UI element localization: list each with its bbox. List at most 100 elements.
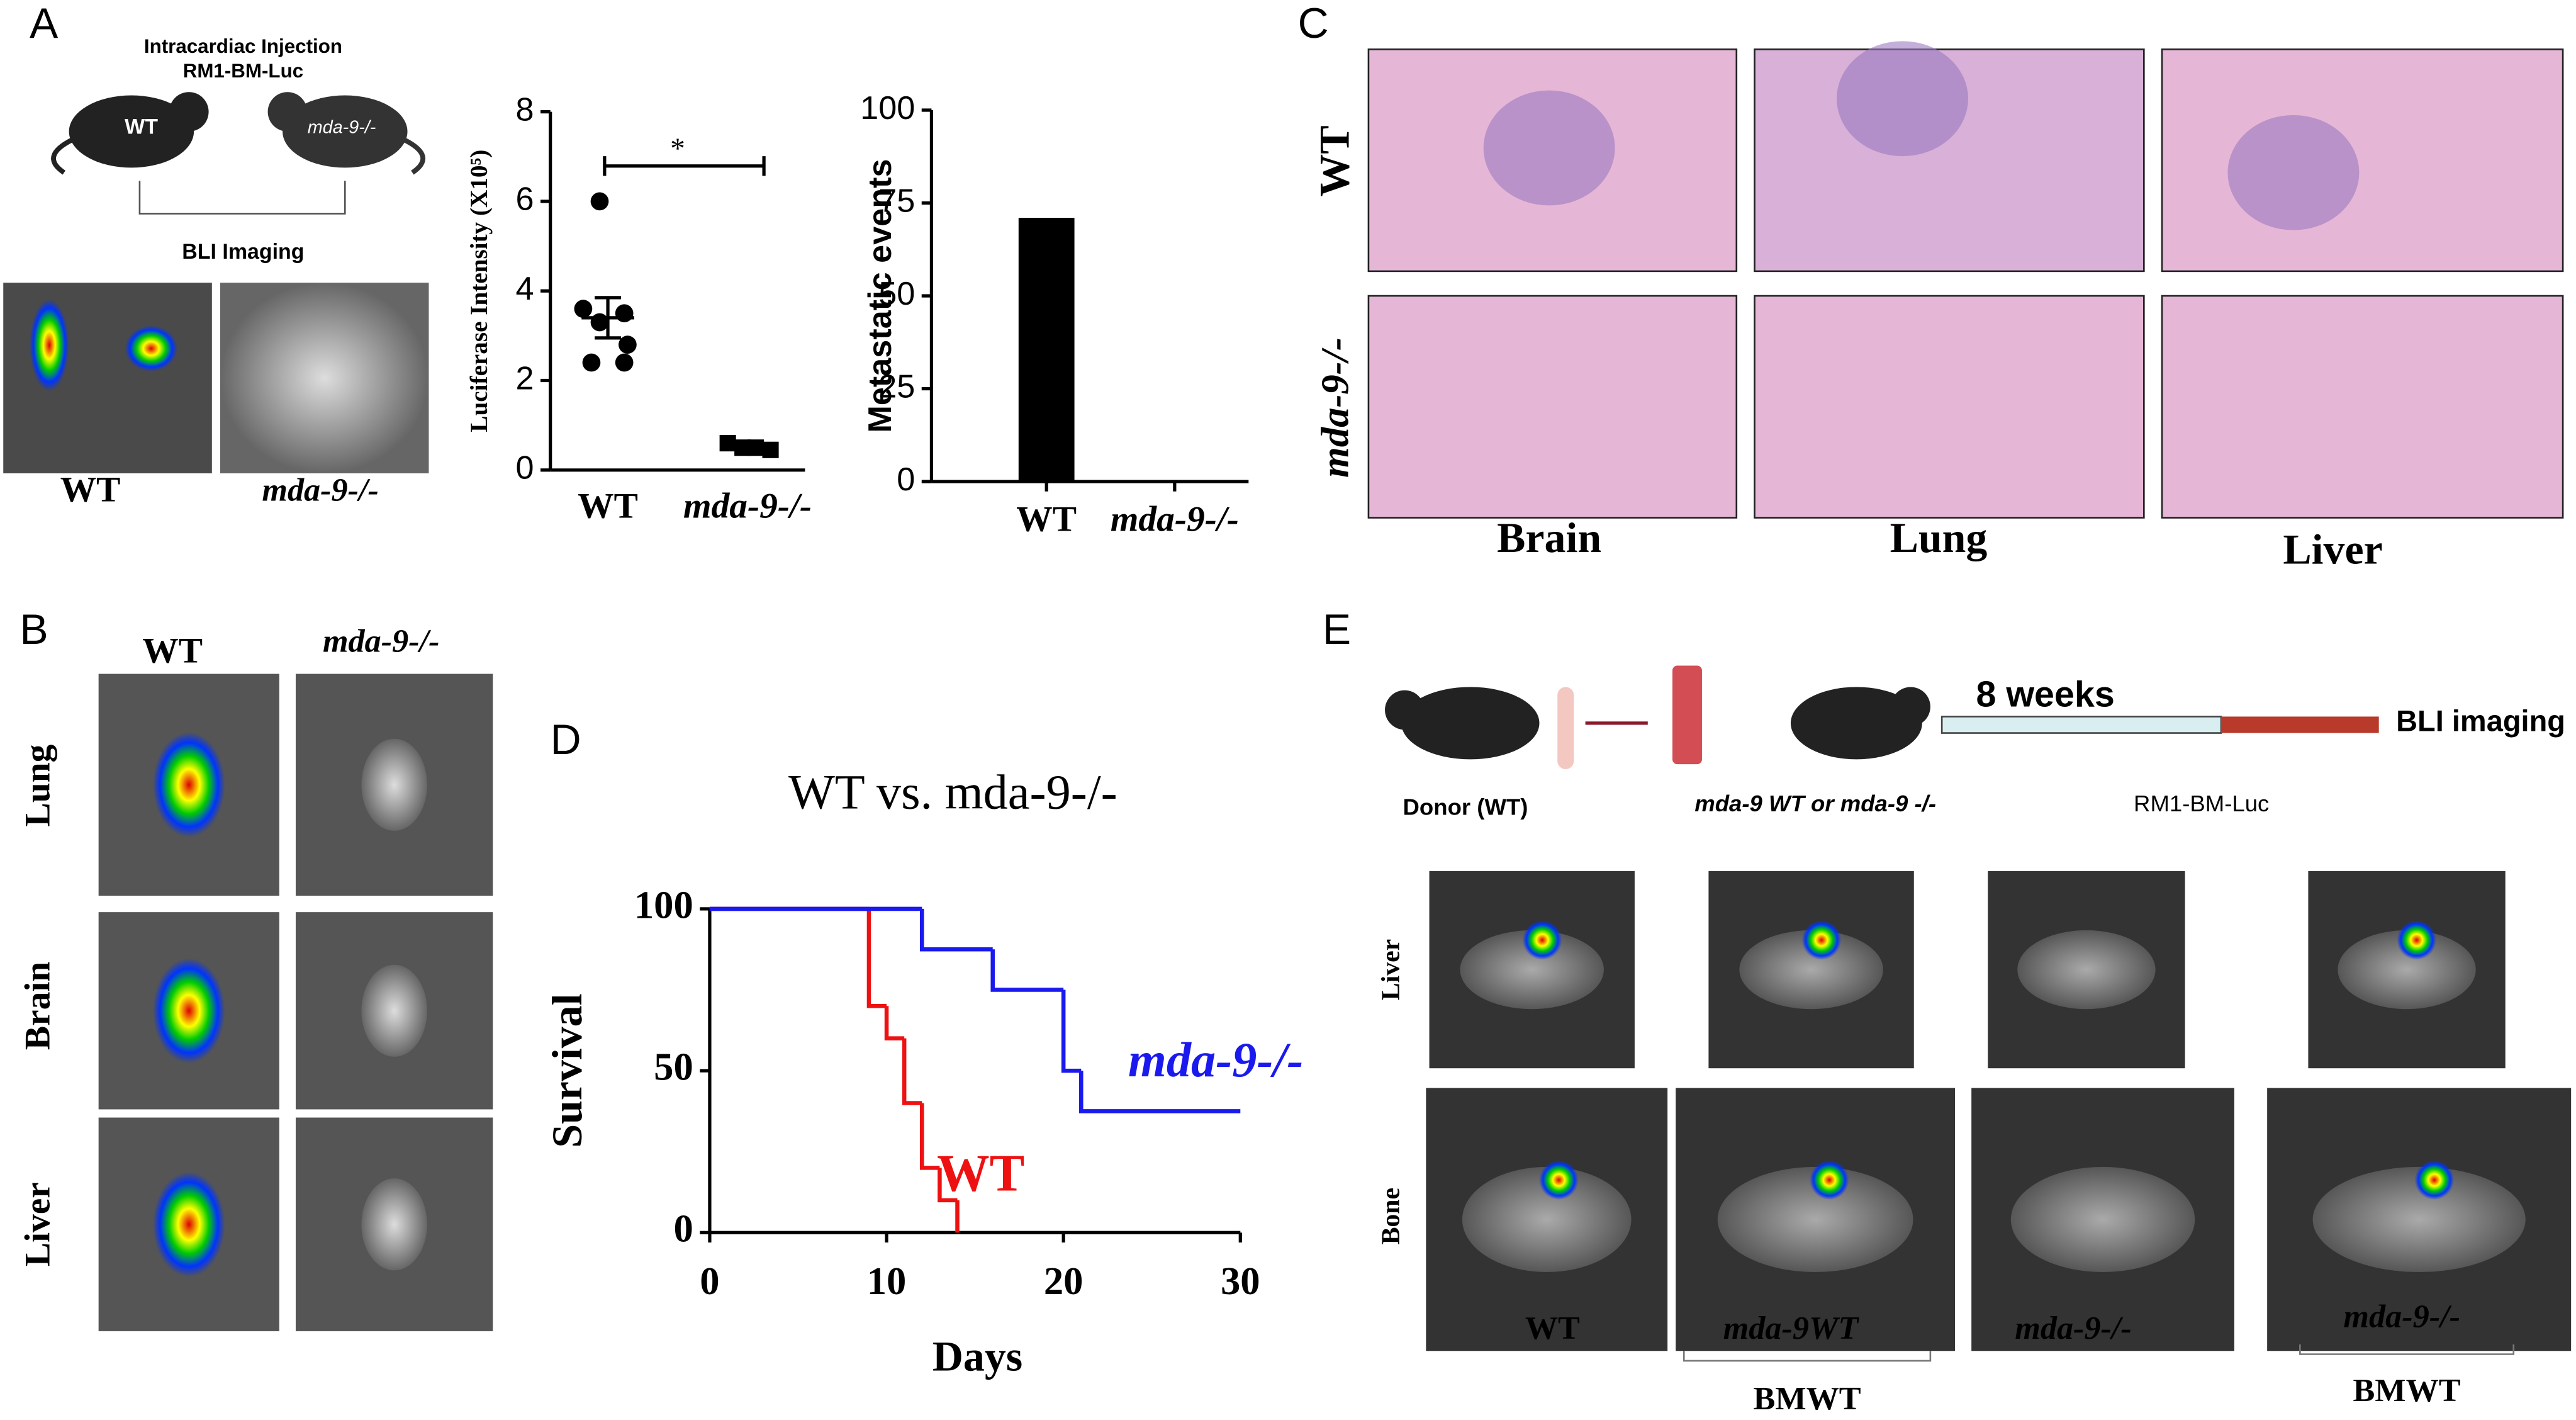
bli-signal (2397, 920, 2437, 960)
y-tick-label: 25 (878, 368, 915, 405)
significance-bracket (603, 156, 766, 176)
mouse-icon (267, 92, 425, 175)
y-tick-label: 8 (516, 91, 534, 128)
histology-image (2161, 48, 2564, 273)
x-tick-label: WT (578, 487, 638, 526)
tissue (2312, 1166, 2526, 1272)
timeline (1940, 716, 2222, 734)
column-label: mda-9-/- (2015, 1310, 2132, 1346)
series-label: mda-9-/- (1128, 1032, 1303, 1087)
tissue (1460, 930, 1604, 1010)
connector (138, 181, 346, 215)
panel-label: B (20, 606, 48, 653)
injection: RM1-BM-Luc (2134, 791, 2269, 816)
tissue (2017, 930, 2156, 1010)
data-point (615, 304, 634, 323)
organ (361, 1178, 427, 1271)
y-axis-label: Luciferase Intensity (X10⁵) (466, 150, 493, 432)
data-point (719, 435, 736, 452)
y-tick-label: 50 (654, 1044, 693, 1088)
image-grid (1426, 871, 2572, 1351)
y-tick-label: 4 (516, 271, 534, 307)
mouse-label: WT (125, 115, 158, 139)
column-label: WT (142, 631, 203, 670)
bracket-label: BMWT (2353, 1372, 2461, 1409)
survival-step (920, 908, 993, 952)
column-label: WT (1525, 1310, 1580, 1346)
histology-image (1754, 295, 2145, 519)
schematic-line: RM1-BM-Luc (183, 60, 303, 82)
tube-icon (1672, 665, 1702, 765)
column-label: mda-9WT (1723, 1310, 1860, 1346)
x-tick-label: 20 (1044, 1259, 1084, 1303)
data-point (619, 335, 637, 354)
histology-image (2161, 295, 2564, 519)
readout: BLI imaging (2396, 704, 2565, 737)
row-label: Liver (18, 1182, 57, 1266)
row-label: mda-9-/- (1313, 337, 1357, 478)
mouse-label: mda-9-/- (308, 117, 376, 137)
image-label: WT (60, 470, 121, 510)
bli-signal (1522, 920, 1562, 960)
column-label: Liver (2283, 526, 2382, 573)
survival-step (884, 1006, 905, 1040)
y-tick-label: 100 (860, 90, 915, 127)
imaging-label: BLI Imaging (182, 240, 304, 264)
panel-label: D (551, 716, 581, 764)
schematic-label: Donor (WT) (1403, 794, 1528, 820)
image-label: mda-9-/- (262, 471, 379, 508)
row-label: Lung (18, 744, 57, 826)
organ (361, 738, 427, 831)
survival-step (866, 908, 887, 1008)
survival-step (938, 1168, 958, 1203)
error-bar (595, 296, 621, 340)
column-label: Lung (1890, 514, 1988, 561)
bli-signal (1809, 1160, 1849, 1200)
bracket-label: BMWT (1754, 1380, 1861, 1417)
column-label: mda-9-/- (2343, 1299, 2460, 1335)
timeline (2221, 716, 2379, 733)
bracket (2299, 1344, 2515, 1355)
survival-step (902, 1038, 922, 1105)
panel-label: E (1323, 606, 1351, 653)
data-point (590, 313, 609, 332)
y-tick-label: 50 (878, 276, 915, 312)
mouse-icon (1790, 687, 1930, 760)
x-axis-label: Days (932, 1333, 1022, 1380)
series-label: WT (937, 1144, 1024, 1202)
panel-label: A (30, 0, 59, 47)
lesion (1483, 90, 1615, 206)
x-tick-label: 10 (867, 1259, 907, 1303)
bracket (1683, 1351, 1932, 1362)
row-label: WT (1311, 125, 1358, 196)
survival-step (990, 949, 1064, 992)
column-label: mda-9-/- (323, 623, 440, 660)
survival-step (1079, 1071, 1241, 1113)
survival-step (1061, 989, 1082, 1073)
y-axis-label: Survival (544, 994, 591, 1148)
organ (361, 964, 427, 1057)
column-label: Brain (1497, 514, 1601, 561)
x-tick-label: mda-9-/- (1111, 500, 1239, 539)
bli-signal (2414, 1160, 2455, 1200)
y-axis-label: Metastatic events (862, 159, 899, 432)
survival-step (920, 1103, 940, 1170)
data-point (574, 300, 593, 318)
tissue (1462, 1166, 1632, 1272)
row-label: Bone (1377, 1188, 1406, 1245)
schematic-label: mda-9 WT or mda-9 -/- (1694, 791, 1936, 816)
x-tick-label: mda-9-/- (683, 487, 812, 526)
row-label: Liver (1377, 939, 1406, 1000)
bli-signal (1801, 920, 1842, 960)
organ (152, 1171, 225, 1277)
panel-label: C (1298, 0, 1329, 47)
chart-title: WT vs. mda-9-/- (788, 764, 1117, 819)
data-point (762, 441, 779, 458)
histology-image (1367, 295, 1738, 519)
data-point (615, 353, 634, 372)
y-tick-label: 2 (516, 360, 534, 397)
image-grid (98, 673, 493, 1331)
bli-signal (1539, 1160, 1579, 1200)
